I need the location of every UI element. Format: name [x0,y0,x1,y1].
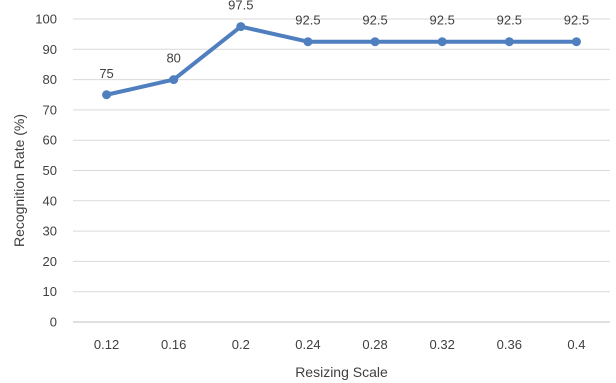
data-label: 92.5 [564,13,589,28]
data-label: 97.5 [228,0,253,13]
data-point [303,37,313,47]
data-point [169,75,179,85]
data-point [102,90,112,100]
data-points [102,22,581,100]
y-tick-label: 40 [43,193,57,208]
data-label: 80 [166,51,180,66]
x-axis-title: Resizing Scale [295,364,388,380]
data-label: 75 [99,66,113,81]
y-tick-label: 0 [50,315,57,330]
y-tick-label: 70 [43,102,57,117]
gridlines [73,18,610,293]
y-tick-label: 80 [43,72,57,87]
data-labels: 75 80 97.5 92.5 92.5 92.5 92.5 92.5 [99,0,589,81]
data-point [437,37,447,47]
y-axis-title: Recognition Rate (%) [11,114,27,247]
x-tick-label: 0.16 [161,337,186,352]
data-label: 92.5 [295,13,320,28]
data-label: 92.5 [362,13,387,28]
data-label: 92.5 [497,13,522,28]
data-point [571,37,581,47]
data-point [504,37,514,47]
data-label: 92.5 [430,13,455,28]
x-tick-label: 0.32 [430,337,455,352]
series-line [104,24,579,97]
x-tick-label: 0.24 [295,337,320,352]
y-tick-labels: 0 10 20 30 40 50 60 70 80 90 100 [35,12,57,330]
x-tick-label: 0.4 [567,337,585,352]
y-tick-label: 60 [43,133,57,148]
y-tick-label: 90 [43,42,57,57]
x-tick-labels: 0.12 0.16 0.2 0.24 0.28 0.32 0.36 0.4 [94,337,586,352]
y-tick-label: 100 [35,12,57,27]
x-tick-label: 0.2 [232,337,250,352]
y-tick-label: 50 [43,163,57,178]
x-tick-label: 0.36 [497,337,522,352]
data-point [236,22,246,32]
x-tick-label: 0.12 [94,337,119,352]
series-line-0 [104,24,579,97]
x-tick-label: 0.28 [362,337,387,352]
data-point [370,37,380,47]
y-tick-label: 30 [43,224,57,239]
y-tick-label: 10 [43,284,57,299]
y-tick-label: 20 [43,254,57,269]
